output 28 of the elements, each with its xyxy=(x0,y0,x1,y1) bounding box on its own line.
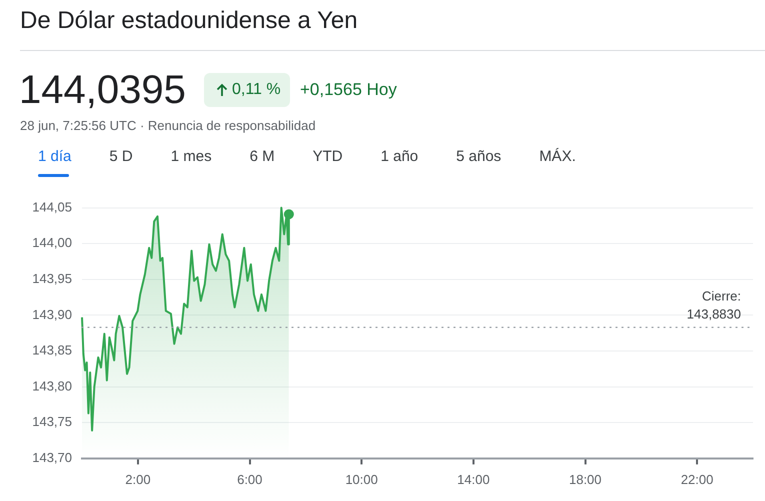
text: 6 M xyxy=(250,148,275,167)
y-tick-label: 143,95 xyxy=(32,270,72,286)
text: 1 mes xyxy=(170,148,212,167)
text: +0,1565 Hoy xyxy=(300,80,397,100)
y-tick-label: 143,75 xyxy=(32,414,72,430)
text: 28 jun, 7:25:56 UTC · Renuncia de responsabilidad xyxy=(20,118,316,133)
text: YTD xyxy=(312,148,343,167)
x-tick-label: 6:00 xyxy=(237,472,262,487)
ref-line-label: Cierre: 143,8830 xyxy=(686,288,741,322)
x-tick-label: 14:00 xyxy=(457,472,490,487)
x-tick-label: 22:00 xyxy=(680,472,714,487)
y-tick-label: 144,00 xyxy=(32,235,72,250)
text: 1 año xyxy=(380,148,418,167)
x-tick-label: 2:00 xyxy=(125,472,151,487)
chart-title: De Dólar estadounidense a Yen xyxy=(20,7,358,35)
text: 1 día xyxy=(38,148,72,167)
y-tick-label: 143,70 xyxy=(32,450,72,465)
x-tick-label: 10:00 xyxy=(345,472,378,487)
text: 5 años xyxy=(456,148,502,167)
text: 144,0395 xyxy=(19,68,186,113)
x-tick-label: 18:00 xyxy=(568,472,602,487)
text: 0,11 % xyxy=(232,81,281,99)
y-tick-label: 144,05 xyxy=(32,199,72,214)
y-tick-label: 143,85 xyxy=(32,342,72,358)
y-tick-label: 143,90 xyxy=(32,306,72,322)
text: 5 D xyxy=(109,148,133,167)
y-tick-label: 143,80 xyxy=(32,378,72,394)
text: MÁX. xyxy=(539,148,576,167)
